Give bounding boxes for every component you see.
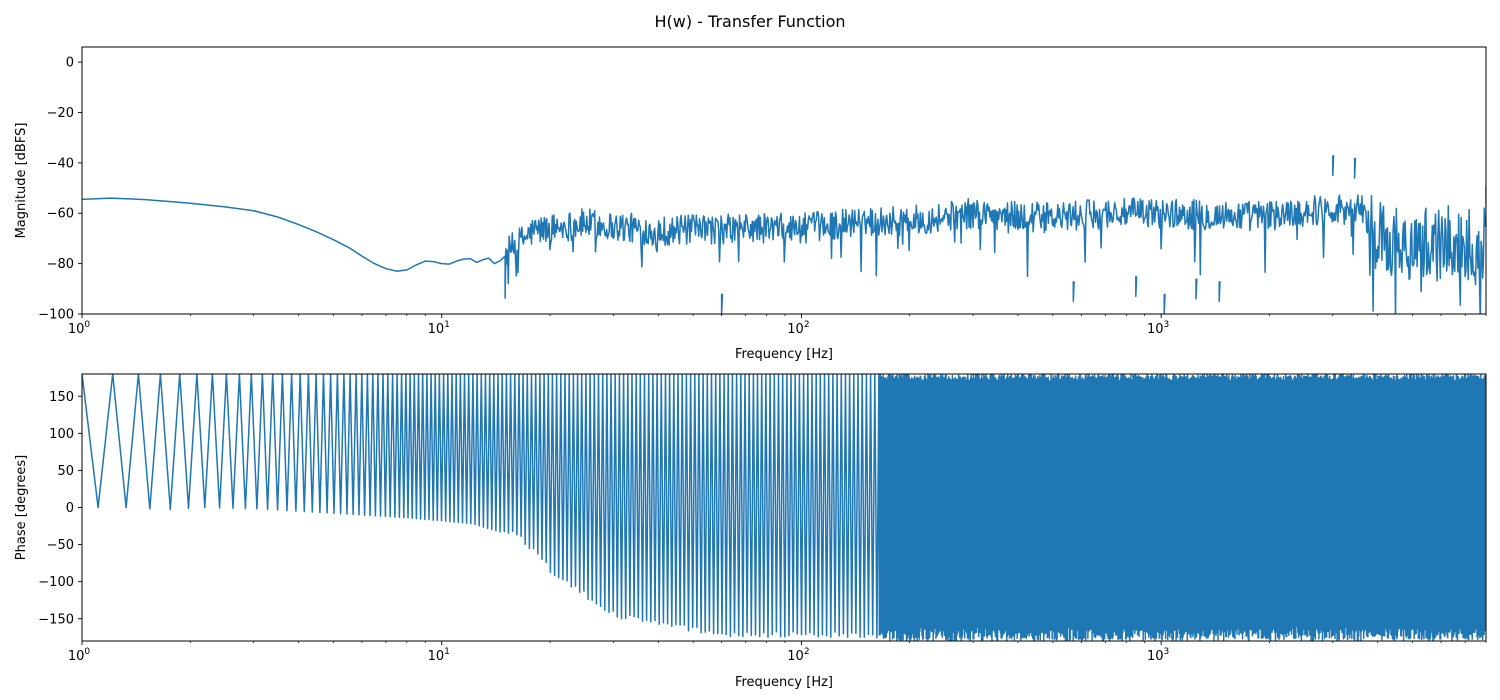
x-tick-exponent: 1 bbox=[444, 647, 450, 657]
y-tick-label: −100 bbox=[38, 308, 74, 323]
x-tick-base: 10 bbox=[787, 322, 804, 337]
magnitude-frame bbox=[81, 46, 1487, 315]
phase-x-ticks: 100 101 102 103 bbox=[68, 641, 1487, 664]
phase-plot-area bbox=[82, 374, 1486, 641]
y-tick-label: −60 bbox=[47, 207, 74, 222]
x-tick-label: 101 bbox=[428, 647, 450, 664]
y-tick-label: −50 bbox=[47, 538, 74, 553]
y-tick-label: 0 bbox=[66, 501, 74, 516]
x-tick-base: 10 bbox=[787, 649, 804, 664]
y-tick-label: −100 bbox=[38, 575, 74, 590]
x-tick-exponent: 2 bbox=[804, 320, 810, 330]
y-tick-label: −40 bbox=[47, 156, 74, 171]
phase-y-label: Phase [degrees] bbox=[14, 455, 29, 560]
y-tick-label: 0 bbox=[66, 56, 74, 71]
phase-y-ticks: 150 100 50 0 −50 −100 −150 bbox=[38, 390, 82, 627]
x-tick-label: 102 bbox=[787, 320, 809, 337]
x-tick-label: 103 bbox=[1147, 320, 1169, 337]
y-tick-label: 150 bbox=[49, 390, 74, 405]
figure-title: H(w) - Transfer Function bbox=[654, 12, 845, 31]
x-tick-label: 100 bbox=[68, 320, 91, 337]
x-tick-base: 10 bbox=[428, 322, 445, 337]
phase-x-label: Frequency [Hz] bbox=[735, 675, 833, 690]
magnitude-y-ticks: 0 −20 −40 −60 −80 −100 bbox=[38, 56, 82, 323]
x-tick-base: 10 bbox=[428, 649, 445, 664]
magnitude-axes: 100 101 102 103 0−20−40−60−80−100 Frequency… bbox=[14, 46, 1487, 362]
x-tick-base: 10 bbox=[1147, 649, 1164, 664]
x-tick-base: 10 bbox=[1147, 322, 1164, 337]
x-tick-exponent: 1 bbox=[444, 320, 450, 330]
y-tick-label: −80 bbox=[47, 257, 74, 272]
magnitude-y-label: Magnitude [dBFS] bbox=[14, 123, 29, 239]
x-tick-label: 101 bbox=[428, 320, 450, 337]
x-tick-label: 102 bbox=[787, 647, 809, 664]
x-tick-exponent: 3 bbox=[1164, 320, 1170, 330]
y-tick-label: 50 bbox=[57, 464, 74, 479]
magnitude-series-line bbox=[82, 155, 1486, 314]
x-tick-exponent: 2 bbox=[804, 647, 810, 657]
x-tick-label: 100 bbox=[68, 647, 91, 664]
x-tick-exponent: 0 bbox=[84, 320, 90, 330]
magnitude-plot-area bbox=[82, 155, 1486, 314]
x-tick-exponent: 3 bbox=[1164, 647, 1170, 657]
x-tick-base: 10 bbox=[68, 649, 85, 664]
magnitude-x-ticks: 100 101 102 103 bbox=[68, 314, 1487, 337]
x-tick-base: 10 bbox=[68, 322, 85, 337]
x-tick-label: 103 bbox=[1147, 647, 1169, 664]
y-tick-label: −20 bbox=[47, 106, 74, 121]
y-tick-label: −150 bbox=[38, 612, 74, 627]
phase-series-line bbox=[82, 374, 1486, 641]
y-tick-label: 100 bbox=[49, 427, 74, 442]
x-tick-exponent: 0 bbox=[84, 647, 90, 657]
magnitude-x-label: Frequency [Hz] bbox=[735, 347, 833, 362]
